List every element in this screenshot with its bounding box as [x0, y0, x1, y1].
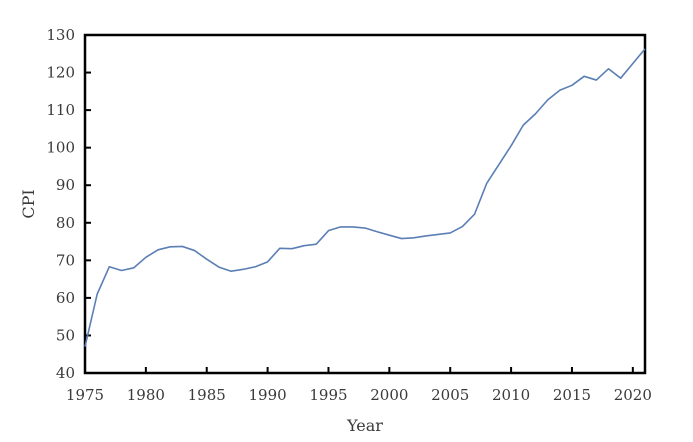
- y-tick-label: 40: [56, 364, 75, 382]
- plot-area-frame: [83, 33, 647, 375]
- y-axis-ticks: 40 50 60 70 80 90 100 110 120 130: [46, 26, 91, 382]
- y-tick-label: 120: [46, 64, 75, 82]
- x-axis-ticks: 1975 1980 1985 1990 1995 2000 2005 2010 2015 2020: [66, 367, 652, 404]
- y-tick-label: 130: [46, 26, 75, 44]
- x-tick-label: 1975: [66, 386, 104, 404]
- x-axis-title: Year: [346, 416, 383, 435]
- y-tick-label: 100: [46, 139, 75, 157]
- y-tick-label: 90: [56, 176, 75, 194]
- y-tick-label: 110: [46, 101, 75, 119]
- cpi-series-line: [84, 48, 646, 347]
- x-tick-label: 2015: [553, 386, 591, 404]
- y-axis-title: CPI: [19, 189, 38, 218]
- y-tick-label: 70: [56, 251, 75, 269]
- x-tick-label: 1990: [249, 386, 287, 404]
- x-tick-label: 1985: [188, 386, 226, 404]
- y-tick-label: 50: [56, 326, 75, 344]
- y-tick-label: 60: [56, 289, 75, 307]
- x-tick-label: 2005: [431, 386, 469, 404]
- x-tick-label: 2020: [614, 386, 652, 404]
- x-tick-label: 2000: [370, 386, 408, 404]
- x-tick-label: 1980: [127, 386, 165, 404]
- x-tick-label: 2010: [492, 386, 530, 404]
- series-layer: [84, 48, 646, 347]
- y-tick-label: 80: [56, 214, 75, 232]
- x-tick-label: 1995: [309, 386, 347, 404]
